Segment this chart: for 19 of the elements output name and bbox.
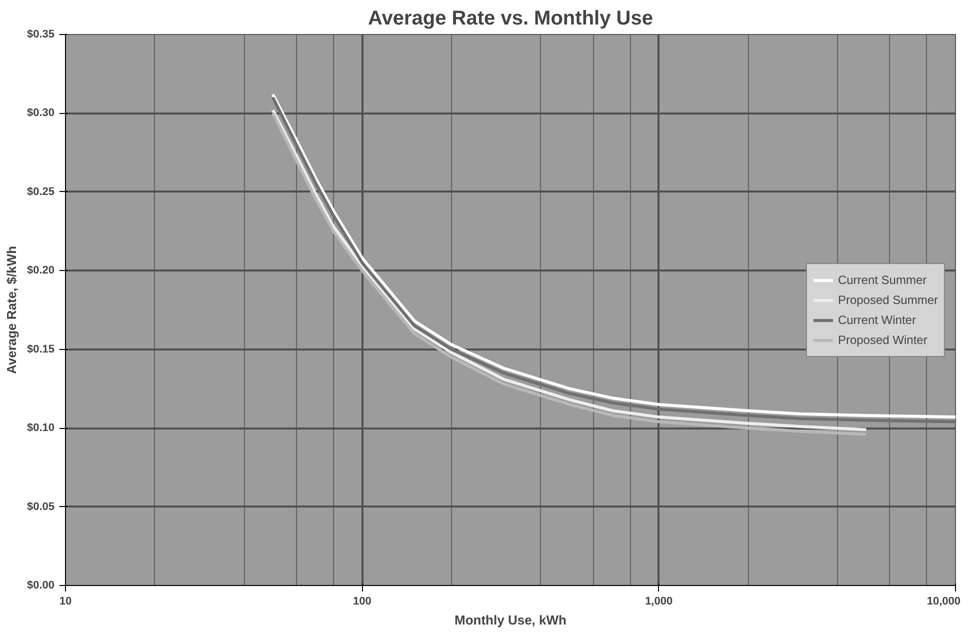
legend-label: Proposed Summer xyxy=(838,292,938,306)
y-tick-label: $0.25 xyxy=(26,186,55,198)
x-tick-label: 1,000 xyxy=(645,596,673,608)
legend-label: Current Summer xyxy=(838,272,927,286)
chart-title: Average Rate vs. Monthly Use xyxy=(368,8,653,30)
x-tick-label: 10,000 xyxy=(926,596,961,608)
y-tick-label: $0.15 xyxy=(26,343,55,356)
x-axis-title: Monthly Use, kWh xyxy=(454,612,567,628)
y-tick-label: $0.20 xyxy=(26,264,55,277)
x-tick-label: 100 xyxy=(352,596,372,608)
legend-label: Proposed Winter xyxy=(838,332,928,346)
legend-label: Current Winter xyxy=(838,312,916,326)
y-axis-title: Average Rate, $/kWh xyxy=(4,246,19,374)
x-tick-label: 10 xyxy=(59,596,72,608)
y-tick-label: $0.00 xyxy=(26,580,55,592)
y-tick-label: $0.30 xyxy=(26,107,55,120)
y-tick-label: $0.10 xyxy=(26,422,55,434)
y-tick-label: $0.05 xyxy=(26,500,55,513)
y-tick-label: $0.35 xyxy=(26,28,55,40)
